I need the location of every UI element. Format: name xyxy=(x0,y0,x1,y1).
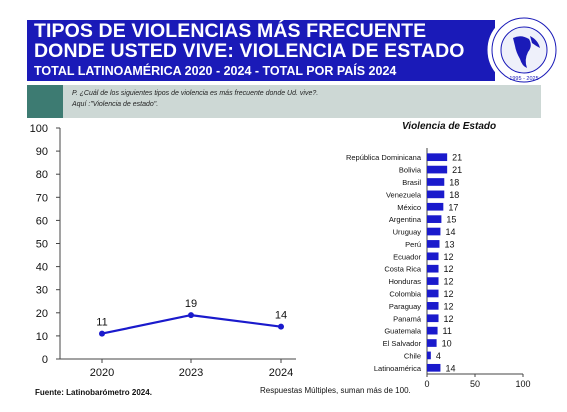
bar xyxy=(427,351,431,360)
question-line-2: Aquí :"Violencia de estado". xyxy=(72,101,159,108)
data-point xyxy=(99,330,105,337)
y-tick-label: 80 xyxy=(36,169,48,181)
category-label: Panamá xyxy=(393,314,422,323)
title-line-1: TIPOS DE VIOLENCIAS MÁS FRECUENTE xyxy=(34,20,427,42)
bar-value-label: 13 xyxy=(444,239,454,249)
bar xyxy=(427,264,439,273)
bar-value-label: 21 xyxy=(452,153,462,163)
bar-chart: República Dominicana 21 Bolivia 21 Brasil 18 V… xyxy=(346,148,531,388)
bar-value-label: 12 xyxy=(444,301,454,311)
bar xyxy=(427,314,439,323)
line-chart: 0 10 20 30 40 50 60 70 80 90 100 2020 2023 2024 11 19 14 xyxy=(30,123,296,379)
bar xyxy=(427,302,439,310)
bar-value-label: 12 xyxy=(444,277,454,287)
question-box: P. ¿Cuál de los siguientes tipos de viol… xyxy=(63,85,541,118)
data-label: 19 xyxy=(185,298,197,310)
bar-value-label: 10 xyxy=(442,339,452,349)
category-label: Chile xyxy=(404,351,421,360)
bar-value-label: 15 xyxy=(446,215,456,225)
bar xyxy=(427,339,437,347)
bar-x-tick-label: 100 xyxy=(515,379,530,388)
y-tick-label: 0 xyxy=(42,354,48,366)
bar-value-label: 17 xyxy=(448,202,458,212)
x-tick-label: 2024 xyxy=(269,367,293,379)
bar xyxy=(427,326,438,335)
question-marker xyxy=(27,85,63,118)
bar-value-label: 12 xyxy=(444,314,454,324)
bar xyxy=(427,165,448,174)
y-tick-label: 20 xyxy=(36,308,48,320)
x-tick-label: 2020 xyxy=(90,367,114,379)
bar-value-label: 12 xyxy=(444,252,454,262)
source-text: Fuente: Latinobarómetro 2024. xyxy=(35,388,152,397)
category-label: El Salvador xyxy=(383,339,422,348)
x-tick-label: 2023 xyxy=(179,367,203,379)
bar xyxy=(427,277,439,285)
bar-value-label: 14 xyxy=(445,227,455,237)
category-label: República Dominicana xyxy=(346,153,422,162)
y-tick-label: 90 xyxy=(36,146,48,158)
y-tick-label: 100 xyxy=(30,123,48,135)
bar xyxy=(427,252,439,261)
data-point xyxy=(188,312,194,319)
category-label: Argentina xyxy=(389,215,422,224)
bar-value-label: 12 xyxy=(444,289,454,299)
category-label: Paraguay xyxy=(389,302,421,311)
question-text: P. ¿Cuál de los siguientes tipos de viol… xyxy=(72,88,318,110)
title-line-2: DONDE USTED VIVE: VIOLENCIA DE ESTADO xyxy=(34,40,465,62)
latinobarometro-globe-logo-icon: 1995 - 2025 xyxy=(487,13,561,87)
category-label: Ecuador xyxy=(393,252,421,261)
bar xyxy=(427,240,440,248)
category-label: Colombia xyxy=(389,289,422,298)
data-label: 14 xyxy=(275,310,287,322)
logo-year-text: 1995 - 2025 xyxy=(509,76,538,82)
bar xyxy=(427,190,445,199)
data-point xyxy=(278,323,284,330)
y-tick-label: 10 xyxy=(36,331,48,343)
question-line-1: P. ¿Cuál de los siguientes tipos de viol… xyxy=(72,90,319,97)
bar xyxy=(427,227,441,236)
category-label: Guatemala xyxy=(384,327,422,336)
y-tick-label: 50 xyxy=(36,239,48,251)
bar-value-label: 21 xyxy=(452,165,462,175)
data-label: 11 xyxy=(96,317,107,329)
subtitle: TOTAL LATINOAMÉRICA 2020 - 2024 - TOTAL … xyxy=(34,64,397,78)
y-tick-label: 70 xyxy=(36,192,48,204)
bar xyxy=(427,178,445,186)
category-label: México xyxy=(397,203,421,212)
bar-value-label: 11 xyxy=(443,326,452,336)
bar-x-tick-label: 0 xyxy=(424,379,429,388)
bar-value-label: 14 xyxy=(445,363,455,373)
bar xyxy=(427,153,448,162)
bar-value-label: 18 xyxy=(449,177,459,187)
header-banner: TIPOS DE VIOLENCIAS MÁS FRECUENTE DONDE … xyxy=(27,20,495,81)
y-tick-label: 40 xyxy=(36,262,48,274)
category-label: Perú xyxy=(405,240,421,249)
bar-chart-title: Violencia de Estado xyxy=(402,121,497,132)
y-tick-label: 30 xyxy=(36,285,48,297)
bar xyxy=(427,289,439,298)
note-text: Respuestas Múltiples, suman más de 100. xyxy=(260,386,411,395)
bar xyxy=(427,363,441,372)
category-label: Costa Rica xyxy=(384,265,422,274)
bar-value-label: 4 xyxy=(436,351,441,361)
category-label: Venezuela xyxy=(386,190,422,199)
bar-x-tick-label: 50 xyxy=(470,379,480,388)
bar-value-label: 12 xyxy=(444,264,454,274)
y-tick-label: 60 xyxy=(36,215,48,227)
category-label: Uruguay xyxy=(393,228,422,237)
category-label: Latinoamérica xyxy=(374,364,422,373)
category-label: Honduras xyxy=(388,277,421,286)
bar xyxy=(427,215,442,223)
category-label: Brasil xyxy=(402,178,421,187)
category-label: Bolivia xyxy=(399,166,422,175)
bar-value-label: 18 xyxy=(449,190,459,200)
bar xyxy=(427,202,444,211)
